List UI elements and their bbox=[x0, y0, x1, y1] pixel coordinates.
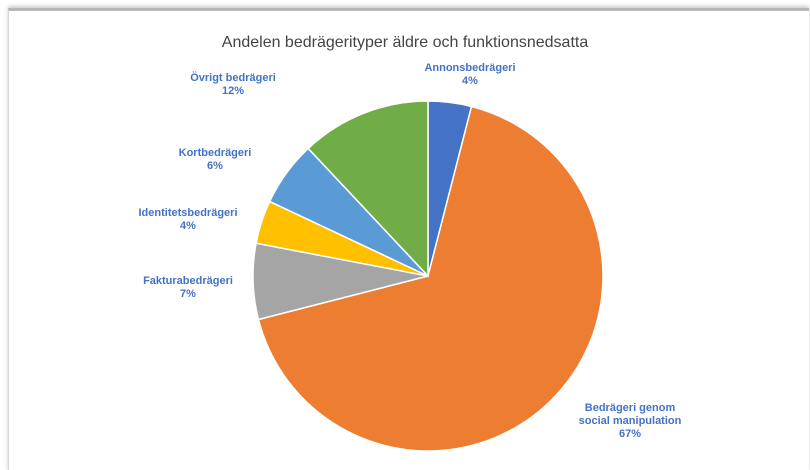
data-label: Kortbedrägeri 6% bbox=[140, 147, 290, 173]
chart-title: Andelen bedrägerityper äldre och funktio… bbox=[221, 34, 589, 51]
label-text: 67% bbox=[618, 428, 642, 440]
pie-slice bbox=[257, 105, 604, 452]
label-text: Identitetsbedrägeri bbox=[138, 207, 238, 219]
label-text: 4% bbox=[180, 220, 196, 232]
label-text: Annonsbedrägeri bbox=[424, 62, 516, 74]
label-text: 7% bbox=[180, 288, 196, 300]
label-text: Kortbedrägeri bbox=[178, 147, 252, 159]
data-label: Övrigt bedrägeri 12% bbox=[158, 72, 308, 98]
data-label: Identitetsbedrägeri 4% bbox=[113, 207, 263, 233]
pie-slice bbox=[307, 100, 429, 278]
label-text: 12% bbox=[221, 85, 245, 97]
label-text: Övrigt bedrägeri bbox=[190, 72, 276, 84]
label-text: 6% bbox=[207, 160, 223, 172]
data-label: Fakturabedrägeri 7% bbox=[113, 275, 263, 301]
label-text: Bedrägeri genom social manipulation bbox=[578, 402, 682, 427]
label-text: 4% bbox=[462, 75, 478, 87]
data-label: Annonsbedrägeri 4% bbox=[395, 62, 545, 88]
data-label: Bedrägeri genom social manipulation 67% bbox=[570, 402, 690, 441]
label-text: Fakturabedrägeri bbox=[143, 275, 233, 287]
